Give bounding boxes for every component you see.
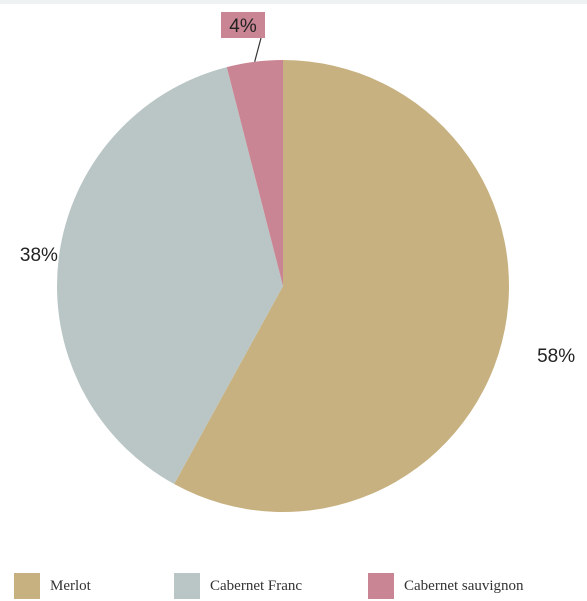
legend-swatch-cabernet-sauvignon [368, 573, 394, 599]
legend-item-cabernet-franc: Cabernet Franc [174, 572, 302, 600]
pie-label-box-cabernet-sauvignon [221, 12, 265, 38]
legend-swatch-cabernet-franc [174, 573, 200, 599]
legend-label-cabernet-franc: Cabernet Franc [210, 577, 303, 594]
legend-label-cabernet-sauvignon: Cabernet sauvignon [404, 577, 524, 594]
pie-slice-cabernet-franc [56, 67, 283, 485]
legend: Merlot Cabernet Franc Cabernet sauvignon [0, 572, 587, 600]
pie-chart-svg: 58% 38% 4% [0, 0, 587, 512]
pie-slice-merlot [174, 60, 510, 512]
pie-label-cabernet-franc: 38% [20, 245, 58, 266]
legend-item-cabernet-sauvignon: Cabernet sauvignon [368, 572, 524, 600]
pie-label-merlot: 58% [537, 346, 575, 367]
pie-label-cabernet-sauvignon: 4% [229, 16, 257, 37]
pie-leader-line-cabernet-sauvignon [254, 37, 262, 62]
pie-labels: 58% 38% 4% [20, 12, 575, 367]
pie-slices [56, 60, 510, 512]
legend-swatch-merlot [14, 573, 40, 599]
pie-slice-cabernet-sauvignon [226, 60, 283, 286]
legend-label-merlot: Merlot [50, 577, 91, 594]
legend-item-merlot: Merlot [14, 572, 91, 600]
top-edge-strip [0, 0, 587, 4]
